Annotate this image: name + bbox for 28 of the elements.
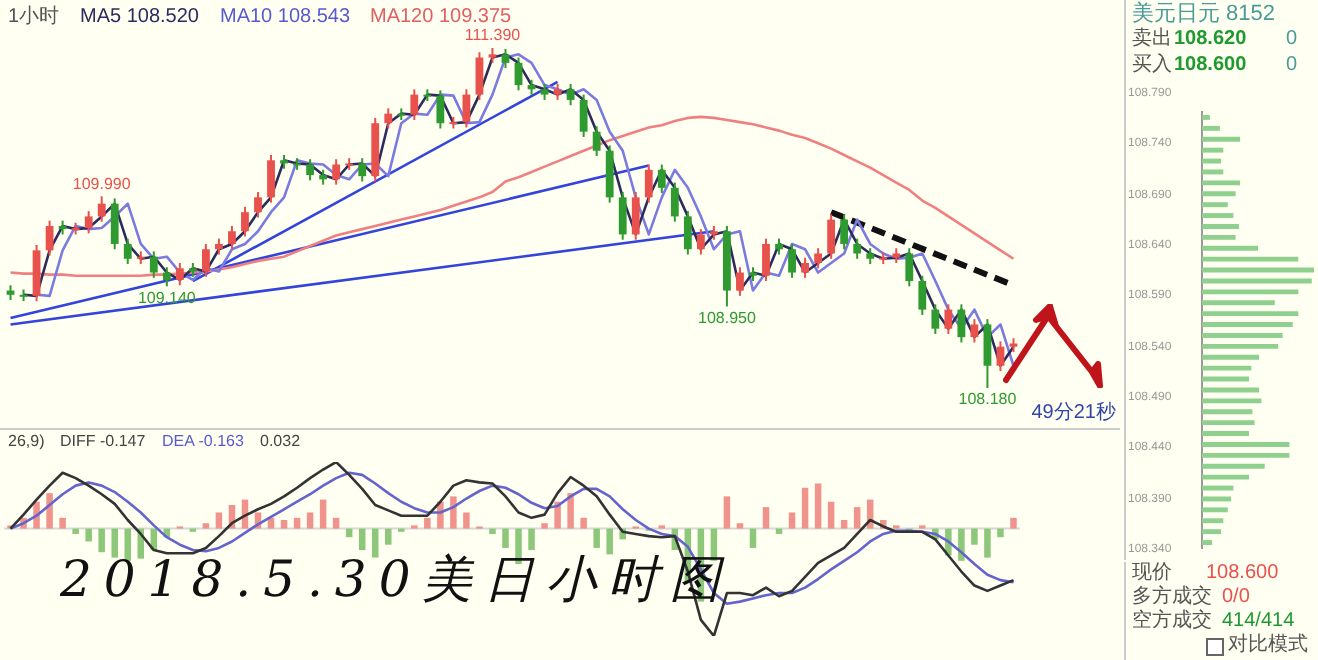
text: DEA -0.163 bbox=[162, 432, 244, 452]
text: 0 bbox=[1286, 54, 1298, 78]
annotation: 111.390 bbox=[464, 26, 522, 45]
text: 1小时 bbox=[8, 6, 60, 30]
text: 美元日元 8152 bbox=[1132, 2, 1276, 26]
text: 空方成交 bbox=[1132, 610, 1212, 634]
text: 买入 bbox=[1132, 54, 1172, 78]
text: 108.600 bbox=[1206, 562, 1279, 585]
annotation: 109.140 bbox=[137, 288, 197, 307]
text: 414/414 bbox=[1222, 610, 1295, 633]
text: MA120 109.375 bbox=[370, 6, 512, 28]
text: 49分21秒 bbox=[1031, 402, 1116, 426]
text: 108.620 bbox=[1174, 28, 1247, 52]
annotation: 109.990 bbox=[72, 174, 132, 193]
text: MA10 108.543 bbox=[220, 6, 351, 30]
text: 0/0 bbox=[1222, 586, 1250, 610]
text: 卖出 bbox=[1132, 28, 1172, 52]
text: MA5 108.520 bbox=[80, 6, 199, 30]
text: 26,9) bbox=[8, 432, 45, 452]
text: 多方成交 bbox=[1132, 586, 1212, 609]
annotation: 108.950 bbox=[698, 308, 757, 327]
text: 现价 bbox=[1132, 562, 1172, 585]
text: 对比模式 bbox=[1228, 634, 1308, 658]
annotation: 108.180 bbox=[958, 390, 1018, 409]
text: 108.600 bbox=[1174, 54, 1247, 78]
text: DIFF -0.147 bbox=[60, 432, 146, 452]
text: 0.032 bbox=[260, 432, 301, 452]
text: 0 bbox=[1286, 28, 1298, 52]
